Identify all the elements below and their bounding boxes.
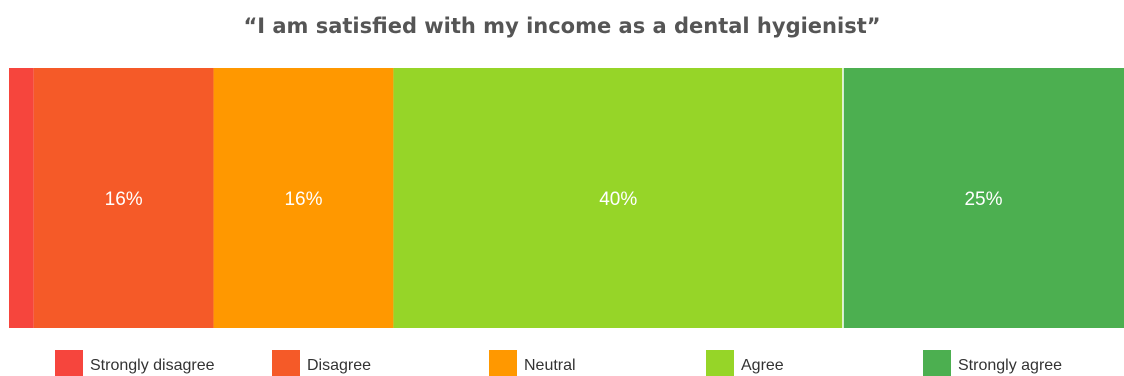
- legend-swatch-strongly-agree: [923, 350, 951, 376]
- legend-label-disagree: Disagree: [307, 357, 371, 374]
- bar-segment-strongly-agree: [843, 68, 1124, 328]
- legend-swatch-agree: [706, 350, 734, 376]
- legend-swatch-strongly-disagree: [55, 350, 83, 376]
- data-label-strongly-agree: 25%: [964, 189, 1002, 210]
- legend-label-neutral: Neutral: [524, 357, 576, 374]
- bar-segment-strongly-disagree: [9, 68, 34, 328]
- legend: Strongly disagree Disagree Neutral Agree Str…: [55, 350, 1062, 376]
- bar-segment-neutral: [213, 68, 394, 328]
- legend-label-agree: Agree: [741, 357, 784, 374]
- legend-label-strongly-disagree: Strongly disagree: [90, 357, 215, 374]
- legend-swatch-neutral: [489, 350, 517, 376]
- bar-segment-agree: [393, 68, 844, 328]
- legend-label-strongly-agree: Strongly agree: [958, 357, 1062, 374]
- data-label-disagree: 16%: [105, 189, 143, 210]
- bar-group: 16% 16% 40% 25%: [9, 68, 1124, 328]
- chart-title: “I am satisfied with my income as a dent…: [243, 14, 881, 38]
- data-label-neutral: 16%: [284, 189, 322, 210]
- bar-segment-disagree: [33, 68, 214, 328]
- legend-swatch-disagree: [272, 350, 300, 376]
- data-label-agree: 40%: [599, 189, 637, 210]
